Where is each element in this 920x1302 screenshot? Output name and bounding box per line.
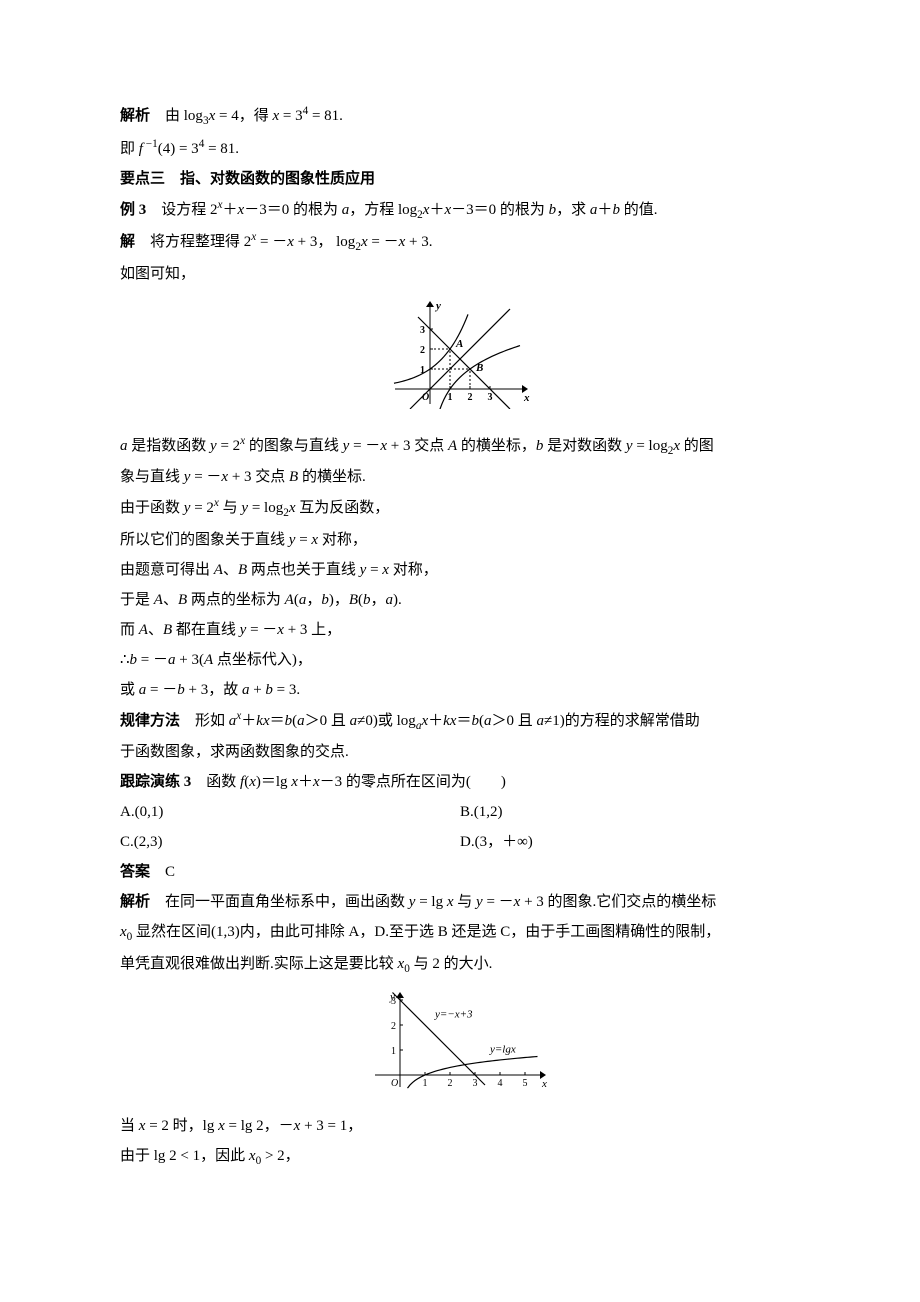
line-17: 于函数图象，求两函数图象的交点.: [120, 737, 800, 767]
line-9: 由于函数 y = 2x 与 y = log2x 互为反函数，: [120, 492, 800, 525]
heading-yaodian3: 要点三 指、对数函数的图象性质应用: [120, 164, 800, 194]
line-1: 解析 由 log3x = 4，得 x = 34 = 81.: [120, 100, 800, 133]
options-row-2: C.(2,3) D.(3，＋∞): [120, 827, 800, 857]
line-12: 于是 A、B 两点的坐标为 A(a，b)，B(b，a).: [120, 585, 800, 615]
line-10: 所以它们的图象关于直线 y = x 对称，: [120, 525, 800, 555]
svg-text:1: 1: [448, 392, 453, 403]
answer-line: 答案 C: [120, 857, 800, 887]
svg-text:3: 3: [488, 392, 493, 403]
line-23: 当 x = 2 时，lg x = lg 2，－x + 3 = 1，: [120, 1111, 800, 1141]
line-20: 解析 在同一平面直角坐标系中，画出函数 y = lg x 与 y = －x + …: [120, 887, 800, 917]
line-22: 单凭直观很难做出判断.实际上这是要比较 x0 与 2 的大小.: [120, 949, 800, 981]
svg-text:y=lgx: y=lgx: [489, 1044, 516, 1056]
svg-text:5: 5: [523, 1078, 528, 1089]
figure-2: 12345123Oxyy=−x+3y=lgx: [120, 990, 800, 1101]
options-row-1: A.(0,1) B.(1,2): [120, 797, 800, 827]
line-14: ∴b = －a + 3(A 点坐标代入)，: [120, 645, 800, 675]
line-15: 或 a = －b + 3，故 a + b = 3.: [120, 675, 800, 705]
svg-text:y=−x+3: y=−x+3: [434, 1009, 473, 1021]
exercise-3: 跟踪演练 3 函数 f(x)＝lg x＋x－3 的零点所在区间为( ): [120, 767, 800, 797]
line-13: 而 A、B 都在直线 y = －x + 3 上，: [120, 615, 800, 645]
line-24: 由于 lg 2 < 1，因此 x0 > 2，: [120, 1141, 800, 1173]
figure-1-svg: 123123OxyAB: [390, 299, 530, 409]
figure-2-svg: 12345123Oxyy=−x+3y=lgx: [370, 990, 550, 1090]
line-7: a 是指数函数 y = 2x 的图象与直线 y = －x + 3 交点 A 的横…: [120, 430, 800, 463]
line-6: 如图可知，: [120, 259, 800, 289]
line-2: 即 f −1(4) = 34 = 81.: [120, 133, 800, 164]
svg-text:4: 4: [498, 1078, 503, 1089]
svg-text:2: 2: [468, 392, 473, 403]
svg-text:3: 3: [473, 1078, 478, 1089]
svg-text:x: x: [541, 1078, 547, 1090]
svg-text:y: y: [434, 300, 441, 312]
label-jiexi: 解析: [120, 108, 150, 124]
svg-text:2: 2: [391, 1021, 396, 1032]
svg-text:O: O: [391, 1078, 398, 1089]
option-d: D.(3，＋∞): [460, 827, 800, 857]
svg-text:2: 2: [420, 345, 425, 356]
svg-text:2: 2: [448, 1078, 453, 1089]
option-c: C.(2,3): [120, 827, 460, 857]
example-3: 例 3 设方程 2x＋x－3＝0 的根为 a，方程 log2x＋x－3＝0 的根…: [120, 194, 800, 227]
line-16: 规律方法 形如 ax＋kx＝b(a＞0 且 a≠0)或 logax＋kx＝b(a…: [120, 705, 800, 738]
svg-text:1: 1: [391, 1046, 396, 1057]
svg-text:1: 1: [423, 1078, 428, 1089]
svg-text:3: 3: [420, 325, 425, 336]
svg-text:A: A: [455, 338, 463, 350]
line-11: 由题意可得出 A、B 两点也关于直线 y = x 对称，: [120, 555, 800, 585]
svg-text:x: x: [523, 392, 530, 404]
line-8: 象与直线 y = －x + 3 交点 B 的横坐标.: [120, 462, 800, 492]
line-5: 解 将方程整理得 2x = －x + 3， log2x = －x + 3.: [120, 226, 800, 259]
option-b: B.(1,2): [460, 797, 800, 827]
line-21: x0 显然在区间(1,3)内，由此可排除 A，D.至于选 B 还是选 C，由于手…: [120, 917, 800, 949]
svg-text:y: y: [389, 991, 395, 1003]
figure-1: 123123OxyAB: [120, 299, 800, 420]
svg-text:B: B: [475, 362, 483, 374]
option-a: A.(0,1): [120, 797, 460, 827]
